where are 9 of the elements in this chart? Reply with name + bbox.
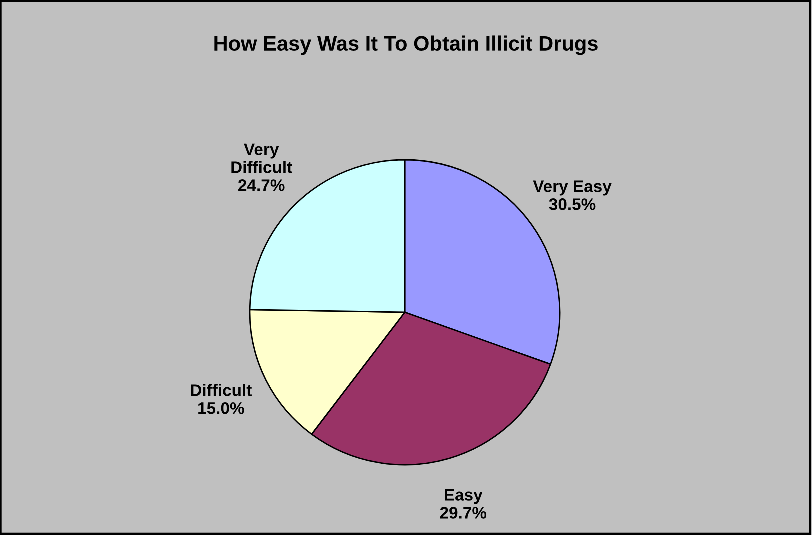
data-label: 24.7%	[238, 180, 285, 192]
chart-title: How Easy Was It To Obtain Illicit Drugs	[214, 36, 598, 56]
slice-label: Very Easy	[533, 180, 612, 196]
data-label: 30.5%	[549, 198, 596, 210]
data-label: 15.0%	[198, 402, 244, 414]
slice-label: Easy	[445, 489, 483, 504]
slice-label: Difficult	[191, 384, 252, 396]
slice-label: Very Difficult	[232, 144, 292, 174]
data-label: 29.7%	[440, 507, 487, 519]
